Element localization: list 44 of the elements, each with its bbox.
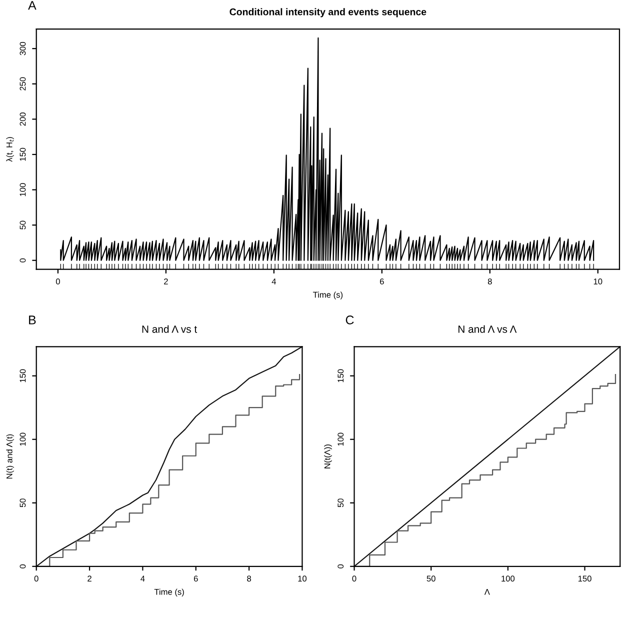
x-tick-label: 2 [88, 576, 92, 582]
x-tick-label: 100 [502, 576, 515, 582]
y-tick-label: 100 [338, 432, 344, 446]
y-tick-label: 50 [20, 498, 26, 508]
x-tick-label: 10 [594, 278, 602, 284]
y-tick-label: 50 [20, 220, 26, 230]
y-tick-label: 50 [338, 498, 344, 508]
x-tick-label: 6 [194, 576, 198, 582]
x-tick-label: 0 [34, 576, 38, 582]
x-tick-label: 4 [140, 576, 145, 582]
y-tick-label: 0 [20, 258, 26, 262]
chart-title: N and Λ vs Λ [458, 325, 517, 333]
x-axis-title: Time (s) [312, 292, 343, 300]
y-tick-label: 150 [20, 148, 26, 161]
x-axis-title: Time (s) [154, 588, 184, 596]
y-tick-label: 150 [20, 369, 26, 382]
x-tick-label: 150 [578, 576, 592, 582]
text: C [346, 316, 354, 324]
x-tick-label: 0 [352, 576, 356, 582]
y-tick-label: 0 [338, 564, 344, 568]
x-tick-label: 6 [380, 278, 384, 284]
y-tick-label: 200 [20, 112, 26, 126]
y-axis-title: N(t) and Λ(t) [6, 434, 14, 479]
x-tick-label: 8 [247, 576, 251, 582]
x-tick-label: 2 [164, 278, 168, 284]
y-axis-title: N(t(Λ)) [324, 444, 332, 468]
y-tick-label: 300 [20, 42, 26, 56]
y-axis-title: λ(t, H$_{t}$) [6, 137, 14, 162]
y-tick-label: 100 [20, 432, 26, 446]
y-tick-label: 0 [20, 564, 26, 568]
y-tick-label: 150 [338, 369, 344, 382]
y-tick-label: 100 [20, 183, 26, 196]
line-series [60, 37, 594, 261]
y-tick-label: 250 [20, 77, 26, 90]
x-tick-label: 8 [488, 278, 492, 284]
x-tick-label: 4 [272, 278, 276, 284]
x-axis-title: Λ [484, 589, 490, 595]
text: A [28, 1, 36, 10]
chart-title: N and Λ vs t [142, 325, 198, 333]
text: B [29, 316, 36, 324]
x-tick-label: 50 [426, 576, 436, 582]
chart-title: Conditional intensity and events sequence [230, 8, 426, 18]
x-tick-label: 0 [56, 278, 60, 284]
x-tick-label: 10 [298, 576, 307, 582]
